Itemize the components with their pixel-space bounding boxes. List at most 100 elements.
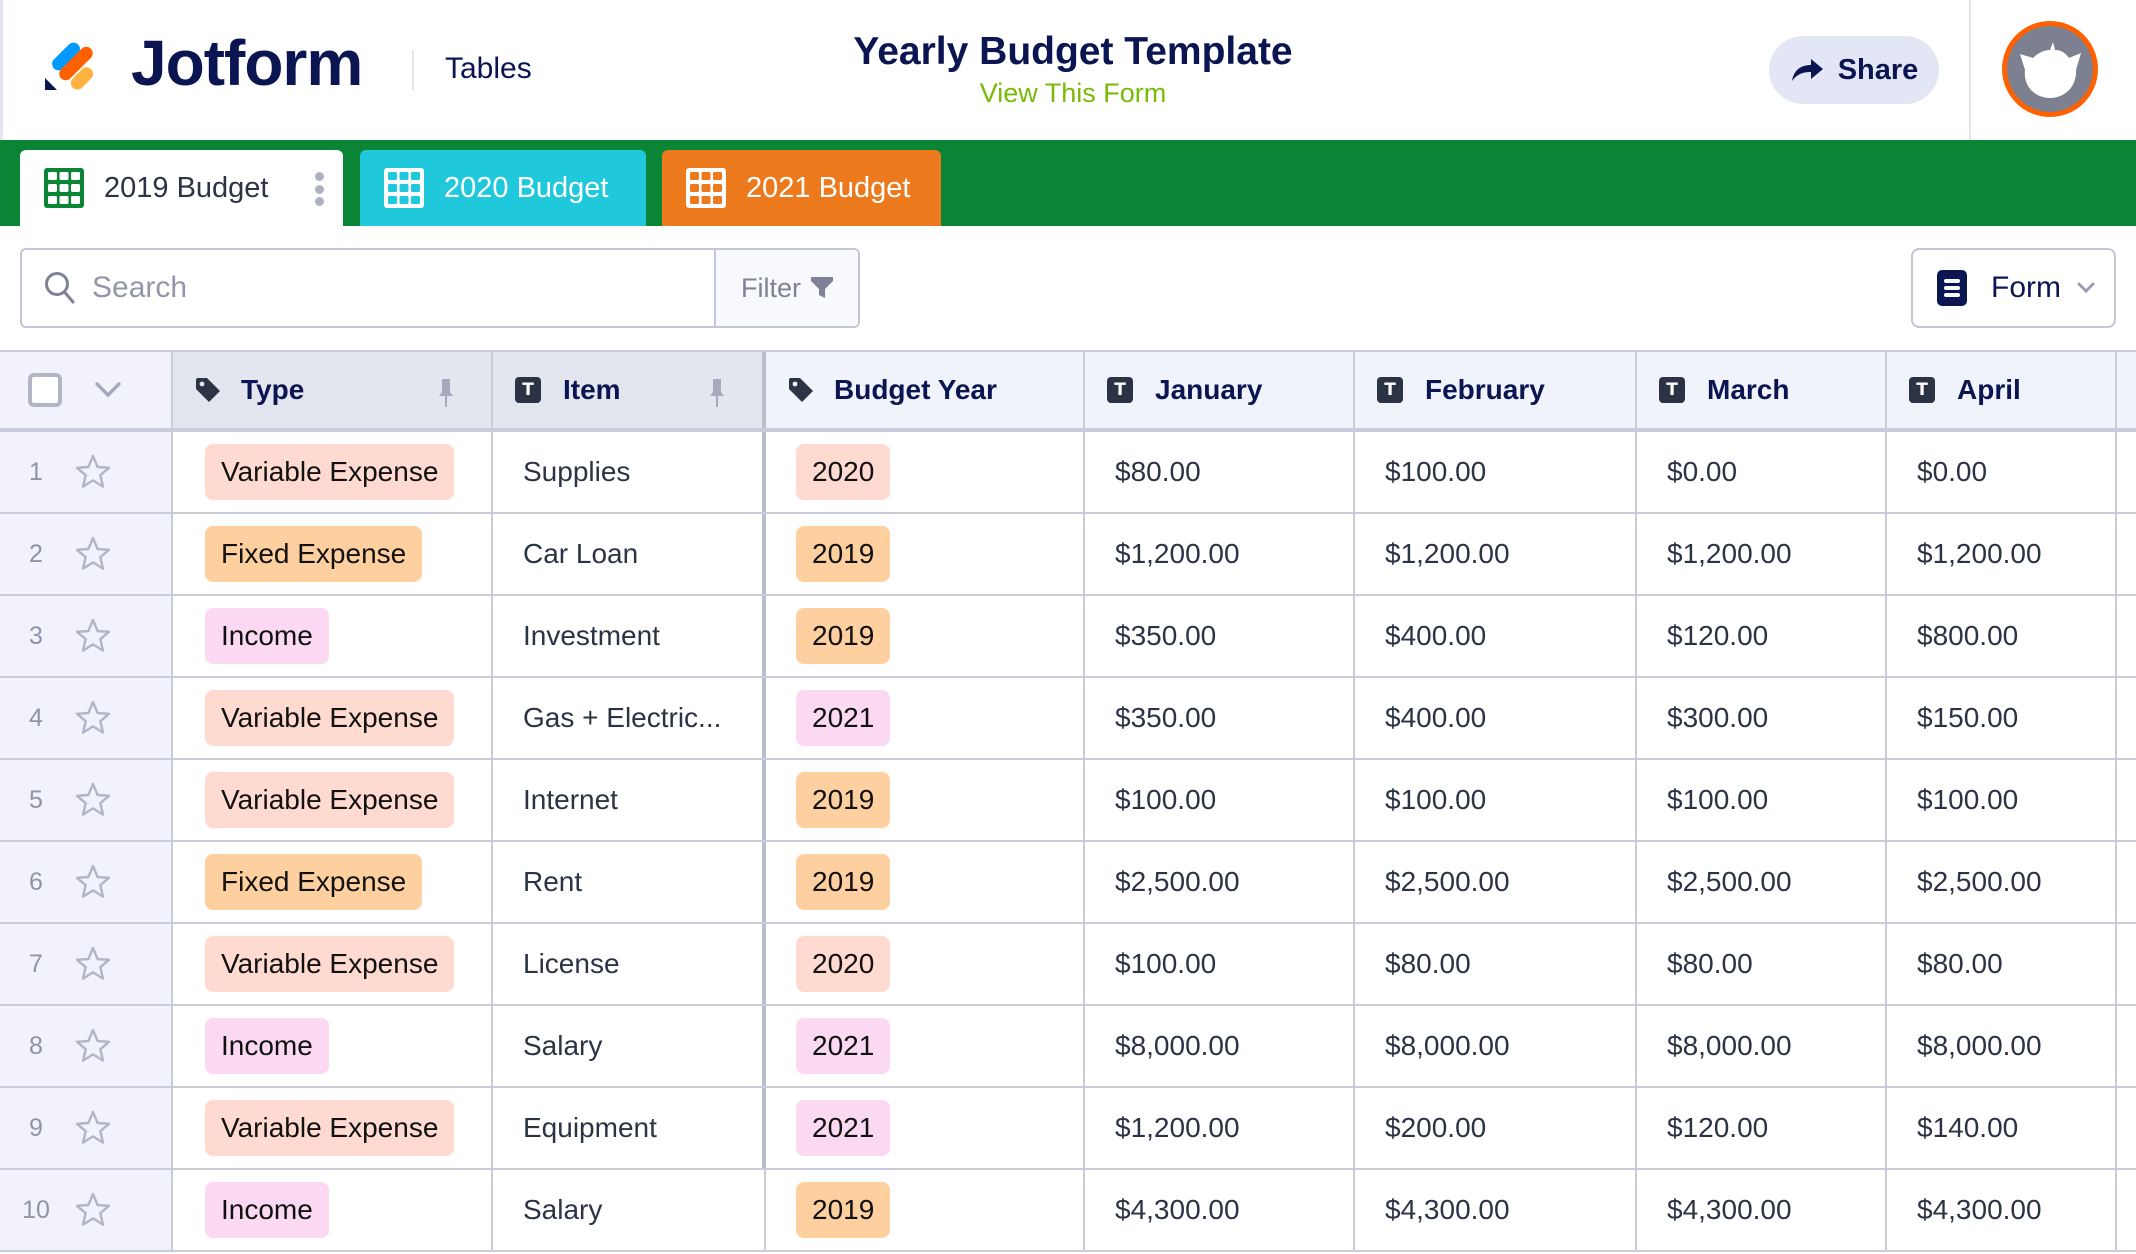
item-cell[interactable]: Supplies — [493, 432, 766, 512]
february-cell[interactable]: $1,200.00 — [1355, 514, 1637, 594]
column-header-budget-year[interactable]: Budget Year — [766, 352, 1085, 428]
type-cell[interactable]: Income — [173, 1170, 493, 1250]
star-icon[interactable] — [74, 863, 112, 901]
february-cell[interactable]: $8,000.00 — [1355, 1006, 1637, 1086]
star-icon[interactable] — [74, 535, 112, 573]
january-cell[interactable]: $1,200.00 — [1085, 514, 1355, 594]
march-cell[interactable]: $2,500.00 — [1637, 842, 1887, 922]
select-all-checkbox[interactable] — [28, 373, 62, 407]
april-cell[interactable]: $0.00 — [1887, 432, 2117, 512]
budget-year-cell[interactable]: 2020 — [766, 924, 1085, 1004]
item-cell[interactable]: Equipment — [493, 1088, 766, 1168]
march-cell[interactable]: $8,000.00 — [1637, 1006, 1887, 1086]
item-cell[interactable]: Salary — [493, 1170, 766, 1250]
tab-2019-budget[interactable]: 2019 Budget — [20, 150, 343, 226]
column-header-march[interactable]: T March — [1637, 352, 1887, 428]
table-row[interactable]: 8 Income Salary 2021 $8,000.00 $8,000.00… — [0, 1006, 2136, 1088]
star-icon[interactable] — [74, 1027, 112, 1065]
type-cell[interactable]: Income — [173, 1006, 493, 1086]
april-cell[interactable]: $1,200.00 — [1887, 514, 2117, 594]
march-cell[interactable]: $0.00 — [1637, 432, 1887, 512]
march-cell[interactable]: $80.00 — [1637, 924, 1887, 1004]
budget-year-cell[interactable]: 2019 — [766, 842, 1085, 922]
february-cell[interactable]: $400.00 — [1355, 678, 1637, 758]
column-header-april[interactable]: T April — [1887, 352, 2117, 428]
star-icon[interactable] — [74, 1191, 112, 1229]
type-cell[interactable]: Fixed Expense — [173, 842, 493, 922]
table-row[interactable]: 2 Fixed Expense Car Loan 2019 $1,200.00 … — [0, 514, 2136, 596]
table-row[interactable]: 6 Fixed Expense Rent 2019 $2,500.00 $2,5… — [0, 842, 2136, 924]
column-header-type[interactable]: Type — [173, 352, 493, 428]
star-icon[interactable] — [74, 945, 112, 983]
budget-year-cell[interactable]: 2021 — [766, 678, 1085, 758]
january-cell[interactable]: $1,200.00 — [1085, 1088, 1355, 1168]
column-header-item[interactable]: T Item — [493, 352, 766, 428]
item-cell[interactable]: Gas + Electric... — [493, 678, 766, 758]
march-cell[interactable]: $4,300.00 — [1637, 1170, 1887, 1250]
tab-2021-budget[interactable]: 2021 Budget — [662, 150, 941, 226]
table-row[interactable]: 4 Variable Expense Gas + Electric... 202… — [0, 678, 2136, 760]
january-cell[interactable]: $100.00 — [1085, 924, 1355, 1004]
item-cell[interactable]: License — [493, 924, 766, 1004]
star-icon[interactable] — [74, 1109, 112, 1147]
april-cell[interactable]: $4,300.00 — [1887, 1170, 2117, 1250]
product-name[interactable]: Tables — [445, 52, 532, 85]
pin-icon[interactable] — [437, 378, 455, 408]
column-header-january[interactable]: T January — [1085, 352, 1355, 428]
star-icon[interactable] — [74, 617, 112, 655]
april-cell[interactable]: $800.00 — [1887, 596, 2117, 676]
star-icon[interactable] — [74, 699, 112, 737]
march-cell[interactable]: $100.00 — [1637, 760, 1887, 840]
chevron-down-icon[interactable] — [94, 381, 122, 399]
tab-more-options-icon[interactable] — [313, 172, 325, 206]
february-cell[interactable]: $200.00 — [1355, 1088, 1637, 1168]
type-cell[interactable]: Variable Expense — [173, 924, 493, 1004]
table-row[interactable]: 1 Variable Expense Supplies 2020 $80.00 … — [0, 432, 2136, 514]
search-field[interactable] — [22, 250, 714, 326]
budget-year-cell[interactable]: 2019 — [766, 1170, 1085, 1250]
table-row[interactable]: 3 Income Investment 2019 $350.00 $400.00… — [0, 596, 2136, 678]
budget-year-cell[interactable]: 2021 — [766, 1006, 1085, 1086]
february-cell[interactable]: $100.00 — [1355, 760, 1637, 840]
budget-year-cell[interactable]: 2021 — [766, 1088, 1085, 1168]
table-row[interactable]: 9 Variable Expense Equipment 2021 $1,200… — [0, 1088, 2136, 1170]
april-cell[interactable]: $8,000.00 — [1887, 1006, 2117, 1086]
february-cell[interactable]: $80.00 — [1355, 924, 1637, 1004]
february-cell[interactable]: $4,300.00 — [1355, 1170, 1637, 1250]
column-header-february[interactable]: T February — [1355, 352, 1637, 428]
march-cell[interactable]: $1,200.00 — [1637, 514, 1887, 594]
february-cell[interactable]: $2,500.00 — [1355, 842, 1637, 922]
budget-year-cell[interactable]: 2020 — [766, 432, 1085, 512]
budget-year-cell[interactable]: 2019 — [766, 596, 1085, 676]
february-cell[interactable]: $400.00 — [1355, 596, 1637, 676]
brand-name[interactable]: Jotform — [131, 27, 363, 99]
april-cell[interactable]: $80.00 — [1887, 924, 2117, 1004]
january-cell[interactable]: $350.00 — [1085, 596, 1355, 676]
item-cell[interactable]: Car Loan — [493, 514, 766, 594]
view-form-link[interactable]: View This Form — [979, 78, 1167, 108]
item-cell[interactable]: Investment — [493, 596, 766, 676]
filter-button[interactable]: Filter — [714, 250, 858, 326]
form-view-dropdown[interactable]: Form — [1911, 248, 2116, 328]
april-cell[interactable]: $150.00 — [1887, 678, 2117, 758]
type-cell[interactable]: Variable Expense — [173, 1088, 493, 1168]
january-cell[interactable]: $100.00 — [1085, 760, 1355, 840]
budget-year-cell[interactable]: 2019 — [766, 760, 1085, 840]
type-cell[interactable]: Variable Expense — [173, 760, 493, 840]
budget-year-cell[interactable]: 2019 — [766, 514, 1085, 594]
january-cell[interactable]: $80.00 — [1085, 432, 1355, 512]
type-cell[interactable]: Variable Expense — [173, 678, 493, 758]
item-cell[interactable]: Rent — [493, 842, 766, 922]
table-row[interactable]: 7 Variable Expense License 2020 $100.00 … — [0, 924, 2136, 1006]
january-cell[interactable]: $8,000.00 — [1085, 1006, 1355, 1086]
january-cell[interactable]: $350.00 — [1085, 678, 1355, 758]
table-row[interactable]: 10 Income Salary 2019 $4,300.00 $4,300.0… — [0, 1170, 2136, 1252]
tab-2020-budget[interactable]: 2020 Budget — [360, 150, 646, 226]
march-cell[interactable]: $120.00 — [1637, 1088, 1887, 1168]
item-cell[interactable]: Salary — [493, 1006, 766, 1086]
january-cell[interactable]: $4,300.00 — [1085, 1170, 1355, 1250]
january-cell[interactable]: $2,500.00 — [1085, 842, 1355, 922]
type-cell[interactable]: Fixed Expense — [173, 514, 493, 594]
table-row[interactable]: 5 Variable Expense Internet 2019 $100.00… — [0, 760, 2136, 842]
pin-icon[interactable] — [708, 378, 726, 408]
